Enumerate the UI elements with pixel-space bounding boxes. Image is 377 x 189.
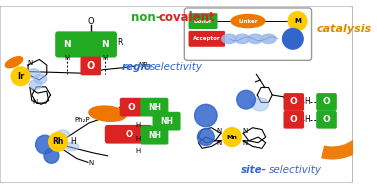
Circle shape (35, 135, 54, 154)
Text: O: O (87, 17, 94, 26)
Ellipse shape (34, 74, 47, 84)
Text: M: M (294, 18, 301, 24)
Text: N: N (32, 99, 37, 105)
Text: Acceptor: Acceptor (193, 36, 221, 41)
FancyBboxPatch shape (316, 111, 337, 129)
Text: selectivity: selectivity (268, 165, 322, 175)
Ellipse shape (5, 57, 23, 68)
Ellipse shape (27, 69, 40, 78)
Circle shape (237, 90, 256, 109)
Text: N: N (216, 140, 222, 146)
FancyBboxPatch shape (0, 6, 353, 183)
Ellipse shape (222, 34, 237, 43)
Circle shape (49, 132, 67, 151)
FancyBboxPatch shape (284, 93, 304, 111)
Text: O: O (323, 98, 330, 106)
Ellipse shape (56, 130, 69, 139)
Text: non-: non- (131, 11, 161, 24)
Text: O: O (290, 115, 298, 124)
Ellipse shape (29, 80, 42, 89)
Text: O: O (127, 103, 135, 112)
Polygon shape (321, 92, 377, 160)
Circle shape (223, 128, 241, 146)
Text: Ir: Ir (17, 72, 24, 81)
Ellipse shape (261, 34, 276, 43)
Circle shape (288, 12, 307, 30)
Text: H: H (102, 56, 107, 61)
Text: Donor: Donor (194, 19, 212, 24)
Circle shape (11, 67, 30, 86)
Text: NH: NH (148, 131, 161, 140)
Ellipse shape (231, 15, 265, 28)
Text: O: O (87, 61, 95, 71)
Text: N: N (216, 129, 222, 134)
Text: selectivity: selectivity (150, 62, 203, 72)
Text: N: N (64, 40, 71, 49)
Text: H: H (136, 136, 141, 142)
Text: regio: regio (122, 62, 152, 72)
Text: H: H (70, 137, 76, 146)
Text: NH: NH (160, 117, 173, 126)
FancyBboxPatch shape (55, 31, 117, 57)
Text: H: H (304, 98, 310, 106)
Ellipse shape (235, 34, 250, 43)
Text: Mn: Mn (227, 135, 238, 139)
Text: N: N (242, 129, 248, 134)
Text: H: H (136, 122, 141, 128)
Text: site-: site- (241, 165, 267, 175)
Ellipse shape (248, 34, 263, 43)
Circle shape (195, 104, 217, 127)
FancyBboxPatch shape (316, 93, 337, 111)
Text: H: H (304, 115, 310, 124)
Text: covalent: covalent (158, 11, 215, 24)
Text: H: H (136, 148, 141, 154)
Text: catalysis: catalysis (316, 24, 371, 33)
Text: N: N (242, 140, 248, 146)
FancyBboxPatch shape (184, 8, 311, 60)
Text: N: N (101, 40, 109, 49)
Text: NR₂: NR₂ (138, 62, 151, 68)
Text: Ph₂P: Ph₂P (75, 117, 90, 123)
Text: R: R (117, 38, 122, 47)
Text: Rh: Rh (52, 137, 64, 146)
Circle shape (44, 148, 59, 163)
FancyBboxPatch shape (188, 31, 225, 47)
Text: Linker: Linker (238, 19, 258, 24)
Text: N: N (27, 60, 32, 66)
Text: O: O (290, 98, 298, 106)
FancyBboxPatch shape (140, 126, 169, 145)
FancyBboxPatch shape (105, 125, 153, 144)
Text: O: O (323, 115, 330, 124)
Text: O: O (125, 130, 132, 139)
FancyBboxPatch shape (80, 57, 101, 75)
Text: H: H (65, 56, 70, 61)
FancyBboxPatch shape (188, 13, 218, 29)
FancyBboxPatch shape (120, 98, 142, 116)
Ellipse shape (252, 98, 268, 111)
FancyBboxPatch shape (153, 112, 181, 131)
FancyBboxPatch shape (284, 111, 304, 129)
Text: NH: NH (148, 103, 161, 112)
Ellipse shape (66, 142, 78, 151)
Text: N: N (88, 160, 93, 166)
Ellipse shape (89, 106, 126, 121)
Circle shape (198, 129, 214, 146)
FancyBboxPatch shape (140, 98, 169, 116)
Circle shape (282, 29, 303, 49)
